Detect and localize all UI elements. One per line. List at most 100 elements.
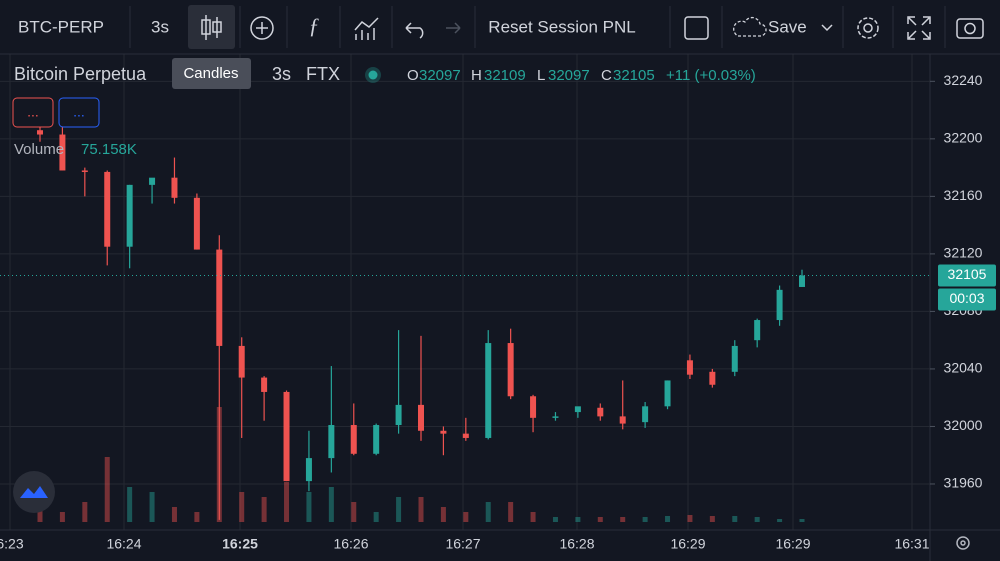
x-tick-label: 16:26 xyxy=(333,536,368,552)
reset-button[interactable]: Reset Session PNL xyxy=(488,17,635,36)
h-label: H xyxy=(471,67,482,84)
o-label: O xyxy=(407,67,419,84)
redo-icon xyxy=(446,22,461,34)
volume-bar xyxy=(82,502,88,522)
candles-icon xyxy=(201,15,222,40)
o-value: 32097 xyxy=(419,67,461,84)
volume-bar xyxy=(485,502,491,522)
candle-body xyxy=(440,430,447,434)
volume-bar xyxy=(261,497,267,522)
status-dot xyxy=(368,70,378,80)
candle-body xyxy=(686,360,693,375)
undo-icon[interactable] xyxy=(405,22,424,39)
snapshot-icon[interactable] xyxy=(956,18,984,39)
plot xyxy=(0,54,930,530)
candle-body xyxy=(507,343,514,397)
volume-bar xyxy=(171,507,177,522)
volume-bar xyxy=(508,502,514,522)
legend: Bitcoin Perpetua 3s FTX O 32097 H 32109 … xyxy=(12,64,756,158)
countdown: 00:03 xyxy=(949,290,984,306)
last-price-box xyxy=(938,264,996,287)
y-tick-label: 32240 xyxy=(944,72,983,88)
candle-body xyxy=(754,320,761,341)
indicator-button[interactable] xyxy=(58,97,100,128)
candles-button[interactable] xyxy=(188,5,235,49)
volume-bar xyxy=(687,515,693,522)
settings-icon[interactable] xyxy=(857,17,879,39)
indicator-dots: ... xyxy=(73,104,85,120)
x-tick-label: 16:25 xyxy=(222,536,258,552)
settings-icon-core xyxy=(863,23,873,33)
candle-body xyxy=(350,425,357,454)
layout-icon[interactable] xyxy=(684,16,709,40)
volume-bar xyxy=(777,518,783,522)
logo-mark xyxy=(20,486,48,498)
cloud-icon xyxy=(733,16,767,37)
interval-button[interactable]: 3s xyxy=(151,17,169,36)
save-button[interactable]: Save xyxy=(768,17,807,36)
candle-body xyxy=(104,171,111,247)
volume-bar xyxy=(642,517,648,522)
snapshot-lens xyxy=(964,22,976,35)
countdown-box xyxy=(938,288,996,311)
symbol[interactable]: BTC-PERP xyxy=(18,17,104,36)
volume-bar xyxy=(306,492,312,522)
y-tick-label: 31960 xyxy=(944,475,983,491)
y-tick-label: 32040 xyxy=(944,360,983,376)
candle-body xyxy=(328,425,335,459)
volume-bar xyxy=(754,517,760,522)
candle-body xyxy=(193,197,200,250)
x-tick-label: 6:23 xyxy=(0,536,24,552)
candle-body xyxy=(462,433,469,438)
logo[interactable] xyxy=(13,471,55,513)
volume-bar xyxy=(440,507,446,522)
volume-bar xyxy=(373,512,379,522)
volume-bar xyxy=(239,492,245,522)
indicator-button[interactable] xyxy=(12,97,54,128)
volume-bar xyxy=(149,492,155,522)
volume-bar xyxy=(552,517,558,522)
toolbar: BTC-PERP 3s ƒ Reset Session PNL Save xyxy=(0,0,1000,55)
volume-bar xyxy=(328,487,334,522)
volume-bar xyxy=(351,502,357,522)
volume-bar xyxy=(665,516,671,522)
y-tick-label: 32160 xyxy=(944,187,983,203)
y-tick-label: 32000 xyxy=(944,417,983,433)
candle-body xyxy=(530,396,537,418)
volume-value: 75.158K xyxy=(81,141,137,158)
tooltip xyxy=(172,58,251,89)
indicator-dots: ... xyxy=(27,104,39,120)
change: +11 (+0.03%) xyxy=(666,67,756,84)
y-tick-label: 32200 xyxy=(944,130,983,146)
x-tick-label: 16:31 xyxy=(894,536,929,552)
candle-body xyxy=(418,404,424,431)
fullscreen-icon[interactable] xyxy=(907,16,931,40)
volume-bar xyxy=(575,517,581,522)
indicators-icon[interactable]: ƒ xyxy=(309,13,320,38)
candle-body xyxy=(238,345,245,378)
x-tick-label: 16:27 xyxy=(445,536,480,552)
candle-body xyxy=(664,380,671,407)
volume-bar xyxy=(732,516,738,522)
x-tick-label: 16:29 xyxy=(670,536,705,552)
add-icon[interactable] xyxy=(250,16,274,40)
axes: 3196032000320403208032120321603220032240… xyxy=(0,72,996,552)
last-price-label: 32105 xyxy=(948,266,987,282)
candle-body xyxy=(59,134,66,171)
legend-interval: 3s xyxy=(272,64,291,84)
legend-exchange: FTX xyxy=(306,64,340,84)
volume-bar xyxy=(59,512,65,522)
candle-body xyxy=(149,177,156,185)
volume-bar xyxy=(709,516,715,522)
save-menu[interactable] xyxy=(821,24,833,32)
volume-bar xyxy=(530,512,536,522)
axis-settings-icon[interactable] xyxy=(956,536,970,550)
candle-body xyxy=(305,458,312,482)
c-value: 32105 xyxy=(613,67,655,84)
volume-bar xyxy=(463,512,469,522)
templates-icon[interactable] xyxy=(354,17,379,40)
volume-bar xyxy=(799,518,805,522)
candle-body xyxy=(373,425,380,454)
